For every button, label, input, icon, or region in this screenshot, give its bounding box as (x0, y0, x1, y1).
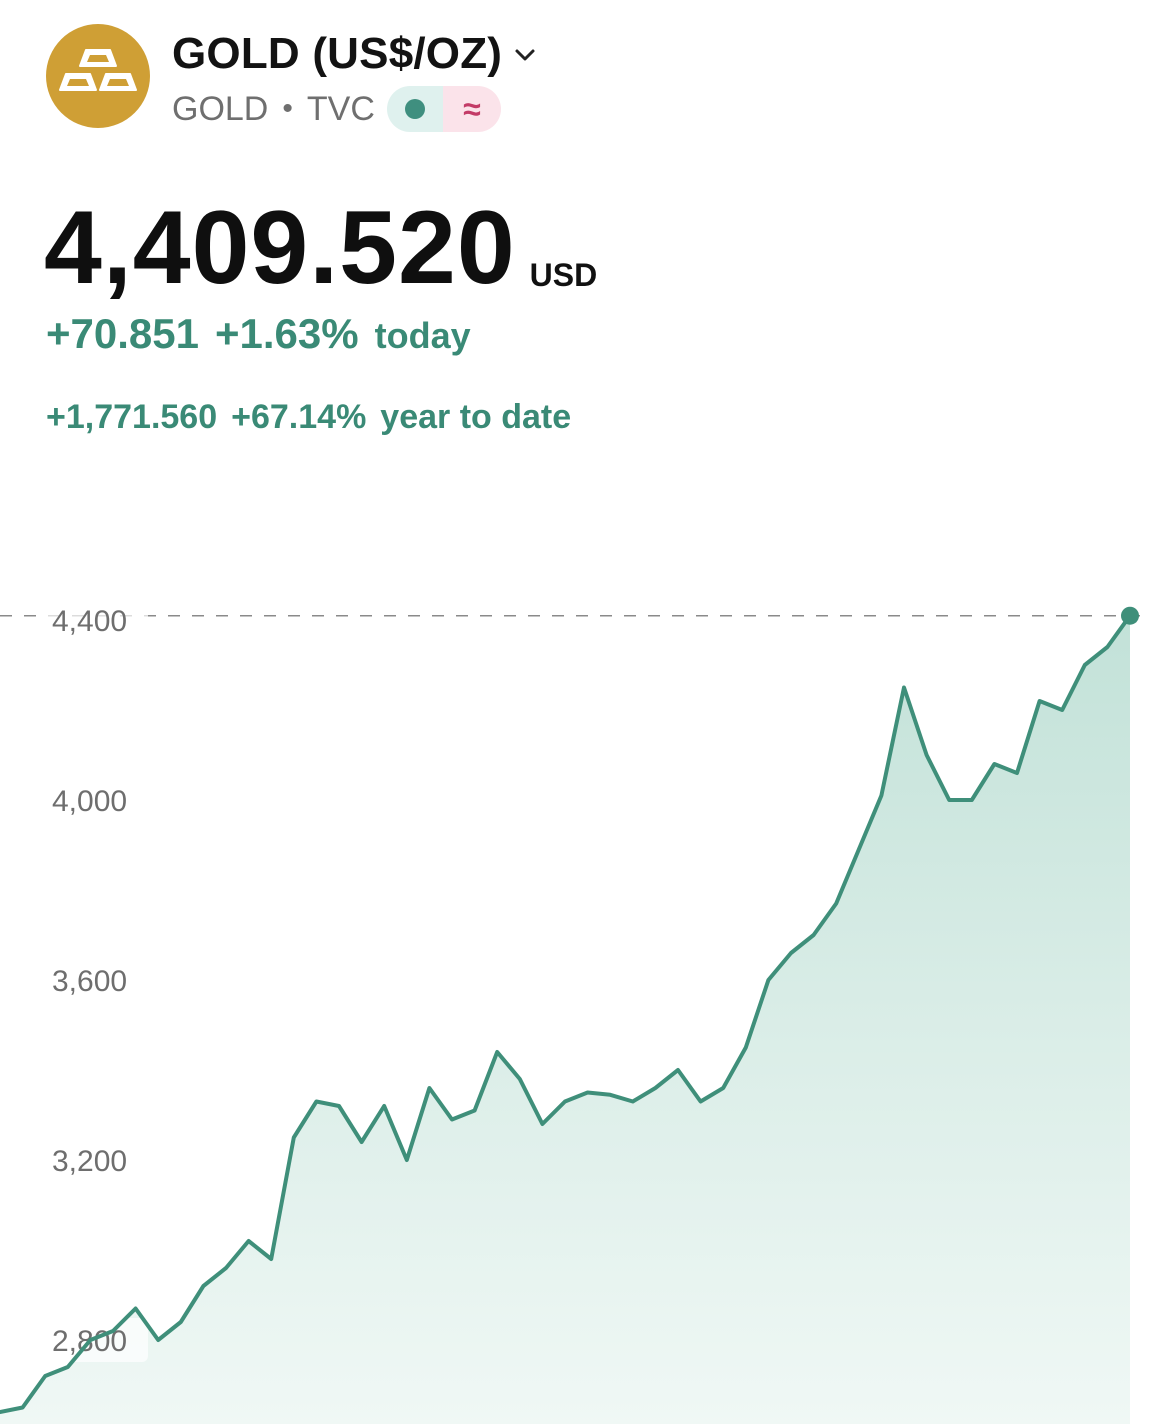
change-ytd-pct: +67.14% (231, 398, 367, 436)
change-today: +70.851 +1.63% today (46, 310, 471, 358)
change-today-abs: +70.851 (46, 310, 199, 357)
change-ytd-abs: +1,771.560 (46, 398, 218, 436)
change-ytd: +1,771.560 +67.14% year to date (46, 398, 571, 437)
delayed-data-wave-icon: ≈ (442, 86, 501, 132)
y-tick-label-bg (42, 1138, 148, 1182)
currency-label: USD (529, 257, 598, 293)
change-today-pct: +1.63% (215, 310, 359, 357)
price-block: 4,409.520 USD (44, 196, 597, 300)
y-tick-label: 3,200 (52, 1145, 127, 1178)
y-tick-label: 4,400 (52, 605, 127, 638)
market-status-pill[interactable]: ≈ (386, 86, 501, 132)
chart-area-fill (0, 615, 1130, 1424)
symbol-code: GOLD (172, 89, 269, 128)
ytd-label: year to date (380, 398, 572, 436)
last-price: 4,409.520 (44, 190, 516, 306)
y-tick-label-bg (42, 958, 148, 1002)
chevron-down-icon[interactable] (514, 48, 536, 67)
instrument-subtitle: GOLD • TVC ≈ (172, 86, 501, 132)
market-open-dot-icon (386, 86, 443, 132)
chart-price-line (0, 613, 1132, 1414)
separator-dot: • (282, 92, 293, 125)
instrument-title: GOLD (US$/OZ) (172, 29, 503, 78)
today-label: today (374, 315, 471, 356)
exchange-name: TVC (306, 89, 375, 128)
gold-bars-icon (46, 24, 150, 128)
y-tick-label: 3,600 (52, 965, 127, 998)
last-price-marker (1121, 606, 1139, 625)
y-tick-label-bg (42, 598, 148, 642)
y-tick-label: 4,000 (52, 785, 127, 818)
instrument-header: GOLD (US$/OZ) GOLD • TVC ≈ (0, 0, 1152, 160)
y-tick-label-bg (42, 778, 148, 822)
symbol-selector[interactable]: GOLD (US$/OZ) (172, 26, 536, 82)
